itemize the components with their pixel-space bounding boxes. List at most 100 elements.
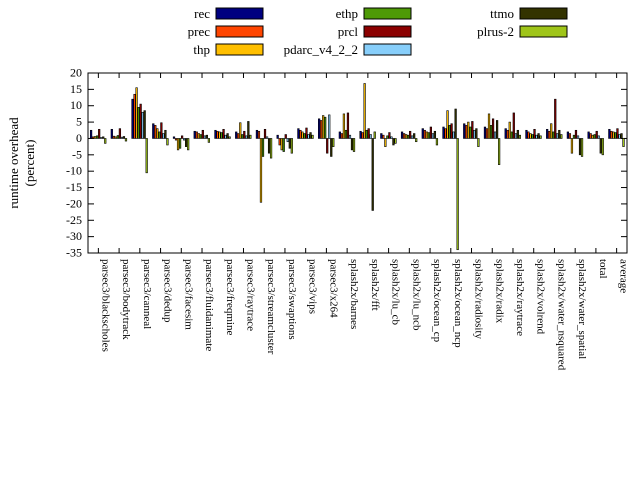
bar-prec	[133, 93, 136, 139]
legend-swatch-plrus-2	[519, 25, 568, 38]
bar-thp	[156, 128, 159, 139]
bar-plrus-2	[311, 134, 314, 139]
bar-prec	[423, 129, 426, 139]
bar-rec	[608, 128, 611, 139]
bar-prec	[589, 133, 592, 139]
x-category-label: splash2x/water_nsquared	[555, 259, 567, 371]
legend-swatch-thp	[215, 43, 264, 56]
bar-thp	[570, 138, 574, 154]
bar-ethp	[344, 129, 348, 139]
bar-rec	[566, 131, 570, 139]
bar-pdarc_v4_2_2	[328, 114, 331, 139]
bar-prec	[278, 138, 281, 146]
bar-prec	[527, 131, 530, 139]
bar-rec	[276, 134, 279, 139]
bar-prcl	[222, 128, 225, 139]
bar-prcl	[595, 130, 598, 139]
x-category-label: splash2x/lu_ncb	[410, 259, 422, 331]
bar-thp	[467, 121, 470, 139]
y-tick-label: 0	[76, 131, 82, 145]
legend-label-rec: rec	[194, 6, 210, 21]
bar-ethp	[282, 138, 285, 152]
legend-label-prec: prec	[188, 24, 211, 39]
bar-prec	[320, 120, 323, 139]
bar-plrus-2	[352, 138, 356, 152]
bar-pdarc_v4_2_2	[514, 133, 517, 139]
bar-ttmo	[558, 129, 561, 139]
bar-prec	[174, 138, 178, 141]
bar-prcl	[491, 118, 495, 139]
x-category-label: splash2x/radix	[493, 259, 505, 324]
bar-ethp	[572, 134, 576, 139]
bar-ethp	[220, 132, 223, 139]
bar-ttmo	[185, 138, 188, 147]
y-tick-label: 20	[70, 66, 82, 80]
bar-ethp	[241, 134, 244, 139]
bar-thp	[384, 138, 387, 147]
x-category-label: splash2x/fft	[369, 259, 381, 311]
bar-plrus-2	[477, 138, 480, 147]
bar-prec	[361, 132, 364, 139]
bar-prcl	[263, 128, 267, 139]
x-category-label: parsec3/vips	[307, 259, 319, 314]
bar-pdarc_v4_2_2	[224, 134, 227, 139]
x-category-label: splash2x/ocean_cp	[431, 259, 443, 343]
bar-thp	[259, 138, 263, 203]
bar-ttmo	[309, 132, 312, 139]
x-category-label: parsec3/blackscholes	[99, 259, 111, 352]
bar-rec	[421, 128, 424, 139]
bar-prec	[257, 130, 261, 139]
bar-pdarc_v4_2_2	[265, 136, 269, 139]
bar-prec	[548, 130, 551, 139]
bar-ttmo	[475, 128, 478, 139]
bar-ethp	[614, 132, 617, 139]
bar-thp	[218, 131, 221, 139]
x-category-label: splash2x/raytrace	[514, 259, 526, 336]
legend-swatch-pdarc_v4_2_2	[363, 43, 412, 56]
bar-thp	[280, 138, 283, 151]
bar-pdarc_v4_2_2	[431, 133, 435, 139]
bar-plrus-2	[498, 138, 501, 165]
bar-rec	[338, 131, 341, 139]
bar-thp	[94, 136, 97, 139]
bar-thp	[114, 136, 117, 139]
bar-ttmo	[454, 108, 457, 139]
bar-ethp	[469, 126, 472, 139]
bar-thp	[550, 123, 553, 139]
bar-ttmo	[330, 138, 333, 157]
bar-ethp	[552, 131, 555, 139]
bar-ethp	[386, 135, 389, 139]
bar-prec	[112, 135, 115, 139]
bar-ethp	[158, 131, 161, 139]
bar-ttmo	[578, 138, 582, 156]
bar-plrus-2	[622, 138, 625, 147]
bar-prcl	[305, 127, 308, 139]
bar-pdarc_v4_2_2	[369, 134, 372, 139]
bar-pdarc_v4_2_2	[183, 138, 186, 141]
bar-prec	[299, 129, 302, 139]
legend-label-prcl: prcl	[338, 24, 359, 39]
bar-plrus-2	[601, 138, 604, 156]
bar-rec	[463, 123, 466, 139]
bar-thp	[342, 113, 346, 139]
bar-thp	[301, 131, 304, 139]
x-category-label: average	[618, 259, 630, 293]
bar-prcl	[429, 126, 432, 139]
bar-plrus-2	[145, 138, 148, 174]
bar-prcl	[533, 128, 536, 139]
x-category-label: splash2x/water_spatial	[576, 259, 588, 359]
y-tick-label: -5	[72, 147, 82, 161]
x-category-label: splash2x/lu_cb	[390, 259, 402, 325]
bar-pdarc_v4_2_2	[452, 131, 455, 139]
y-tick-label: 10	[70, 98, 82, 112]
bar-pdarc_v4_2_2	[576, 135, 580, 139]
y-axis-label-line2: (percent)	[22, 140, 37, 187]
legend-label-pdarc_v4_2_2: pdarc_v4_2_2	[284, 42, 358, 57]
bar-plrus-2	[249, 134, 252, 139]
bar-thp	[176, 138, 180, 151]
bar-rec	[587, 131, 590, 139]
bar-ttmo	[495, 120, 499, 139]
bar-plrus-2	[166, 138, 169, 146]
bar-rec	[546, 128, 549, 139]
legend-swatch-prec	[215, 25, 264, 38]
